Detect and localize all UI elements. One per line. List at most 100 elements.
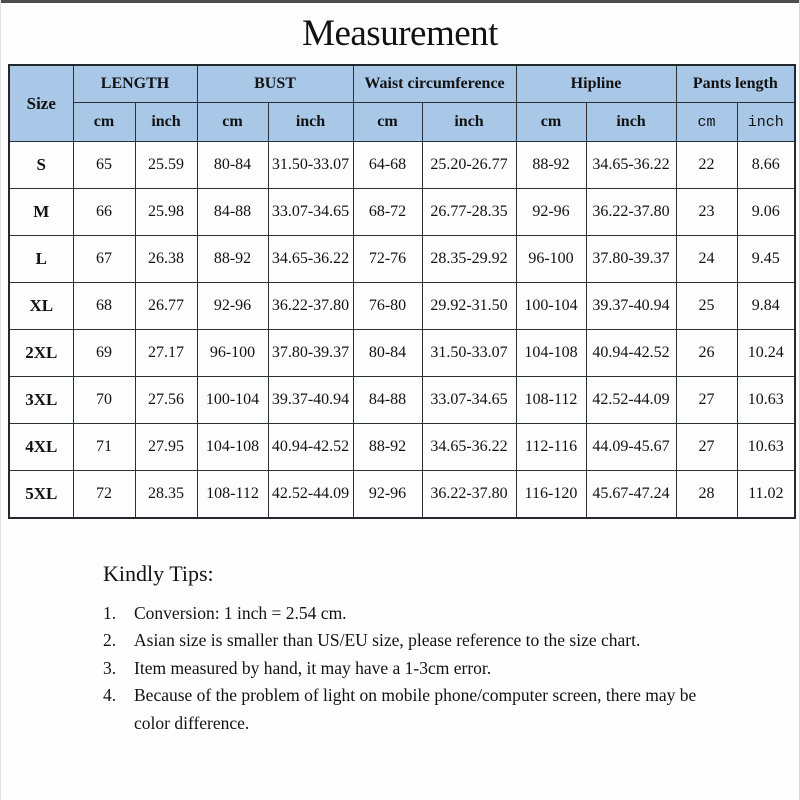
cell-length-cm: 67: [72, 235, 136, 284]
column-header-hipline: Hipline: [515, 64, 677, 104]
tips-list: 1. Conversion: 1 inch = 2.54 cm. 2. Asia…: [103, 600, 799, 738]
cell-hip-cm: 116-120: [515, 470, 587, 519]
tip-number: 2.: [103, 630, 117, 651]
unit-pants-cm: cm: [675, 102, 738, 143]
tip-text: Item measured by hand, it may have a 1-3…: [134, 657, 492, 678]
cell-hip-inch: 36.22-37.80: [585, 188, 677, 237]
tip-item: 3. Item measured by hand, it may have a …: [103, 655, 799, 683]
header-unit-row: cm inch cm inch cm inch cm inch cm inch: [9, 102, 796, 143]
cell-length-cm: 66: [72, 188, 136, 237]
cell-pants-inch: 10.24: [736, 329, 796, 378]
cell-pants-inch: 9.84: [736, 282, 796, 331]
cell-waist-cm: 72-76: [352, 235, 423, 284]
cell-hip-cm: 92-96: [515, 188, 587, 237]
unit-length-cm: cm: [72, 102, 136, 143]
cell-waist-inch: 33.07-34.65: [421, 376, 517, 425]
cell-bust-cm: 104-108: [196, 423, 269, 472]
tips-section: Kindly Tips: 1. Conversion: 1 inch = 2.5…: [103, 561, 799, 738]
cell-pants-cm: 24: [675, 235, 738, 284]
cell-size: S: [8, 141, 74, 190]
cell-length-inch: 26.77: [134, 282, 198, 331]
unit-pants-inch: inch: [736, 102, 796, 143]
cell-waist-inch: 36.22-37.80: [421, 470, 517, 519]
cell-bust-cm: 88-92: [196, 235, 269, 284]
unit-length-inch: inch: [134, 102, 198, 143]
cell-bust-inch: 39.37-40.94: [267, 376, 354, 425]
tip-text: Asian size is smaller than US/EU size, p…: [134, 630, 641, 651]
header-group-row: Size LENGTH BUST Waist circumference Hip…: [8, 64, 796, 143]
cell-pants-inch: 10.63: [736, 423, 796, 472]
table-row-4xl: 4XL 71 27.95 104-108 40.94-42.52 88-92 3…: [8, 423, 796, 472]
table-row-m: M 66 25.98 84-88 33.07-34.65 68-72 26.77…: [8, 188, 796, 237]
cell-bust-inch: 31.50-33.07: [267, 141, 354, 190]
size-chart-table: Size LENGTH BUST Waist circumference Hip…: [8, 64, 797, 519]
column-header-size: Size: [8, 64, 74, 143]
cell-pants-cm: 25: [675, 282, 738, 331]
page-title: Measurement: [302, 13, 498, 54]
cell-hip-cm: 88-92: [515, 141, 587, 190]
cell-waist-inch: 31.50-33.07: [421, 329, 517, 378]
tip-item: 1. Conversion: 1 inch = 2.54 cm.: [103, 600, 799, 628]
cell-bust-inch: 34.65-36.22: [267, 235, 354, 284]
table-row-5xl: 5XL 72 28.35 108-112 42.52-44.09 92-96 3…: [8, 470, 796, 519]
cell-hip-inch: 42.52-44.09: [585, 376, 677, 425]
cell-length-inch: 27.17: [134, 329, 198, 378]
cell-size: 3XL: [8, 376, 74, 425]
cell-hip-inch: 45.67-47.24: [585, 470, 677, 519]
column-header-pants-length: Pants length: [675, 64, 796, 104]
cell-hip-inch: 39.37-40.94: [585, 282, 677, 331]
cell-pants-cm: 28: [675, 470, 738, 519]
cell-pants-inch: 8.66: [736, 141, 796, 190]
cell-size: XL: [8, 282, 74, 331]
tip-number: 4.: [103, 685, 117, 706]
cell-length-inch: 27.95: [134, 423, 198, 472]
cell-hip-inch: 37.80-39.37: [585, 235, 677, 284]
cell-waist-inch: 29.92-31.50: [421, 282, 517, 331]
unit-hip-cm: cm: [515, 102, 587, 143]
cell-pants-cm: 27: [675, 423, 738, 472]
cell-bust-inch: 36.22-37.80: [267, 282, 354, 331]
cell-hip-cm: 108-112: [515, 376, 587, 425]
cell-length-inch: 25.98: [134, 188, 198, 237]
cell-pants-cm: 26: [675, 329, 738, 378]
cell-hip-cm: 96-100: [515, 235, 587, 284]
cell-bust-inch: 33.07-34.65: [267, 188, 354, 237]
cell-bust-cm: 100-104: [196, 376, 269, 425]
cell-bust-inch: 42.52-44.09: [267, 470, 354, 519]
tips-heading: Kindly Tips:: [103, 560, 214, 586]
cell-length-cm: 72: [72, 470, 136, 519]
table-row-l: L 67 26.38 88-92 34.65-36.22 72-76 28.35…: [8, 235, 796, 284]
cell-length-cm: 70: [72, 376, 136, 425]
cell-hip-cm: 104-108: [515, 329, 587, 378]
cell-length-inch: 27.56: [134, 376, 198, 425]
cell-pants-cm: 22: [675, 141, 738, 190]
cell-waist-inch: 26.77-28.35: [421, 188, 517, 237]
cell-pants-cm: 27: [675, 376, 738, 425]
cell-length-cm: 65: [72, 141, 136, 190]
cell-bust-cm: 108-112: [196, 470, 269, 519]
table-row-xl: XL 68 26.77 92-96 36.22-37.80 76-80 29.9…: [8, 282, 796, 331]
tip-number: 1.: [103, 602, 117, 623]
unit-bust-cm: cm: [196, 102, 269, 143]
cell-hip-cm: 112-116: [515, 423, 587, 472]
cell-bust-cm: 84-88: [196, 188, 269, 237]
tip-text: Conversion: 1 inch = 2.54 cm.: [134, 602, 347, 623]
cell-waist-cm: 76-80: [352, 282, 423, 331]
cell-pants-inch: 9.06: [736, 188, 796, 237]
top-edge-strip: [1, 0, 799, 3]
cell-length-cm: 71: [72, 423, 136, 472]
cell-waist-cm: 84-88: [352, 376, 423, 425]
unit-waist-inch: inch: [421, 102, 517, 143]
cell-bust-inch: 37.80-39.37: [267, 329, 354, 378]
column-header-length: LENGTH: [72, 64, 198, 104]
tip-item: 4. Because of the problem of light on mo…: [103, 682, 799, 737]
unit-waist-cm: cm: [352, 102, 423, 143]
cell-pants-inch: 10.63: [736, 376, 796, 425]
cell-pants-inch: 9.45: [736, 235, 796, 284]
cell-waist-inch: 25.20-26.77: [421, 141, 517, 190]
cell-length-cm: 68: [72, 282, 136, 331]
unit-bust-inch: inch: [267, 102, 354, 143]
cell-size: L: [8, 235, 74, 284]
tip-item: 2. Asian size is smaller than US/EU size…: [103, 627, 799, 655]
